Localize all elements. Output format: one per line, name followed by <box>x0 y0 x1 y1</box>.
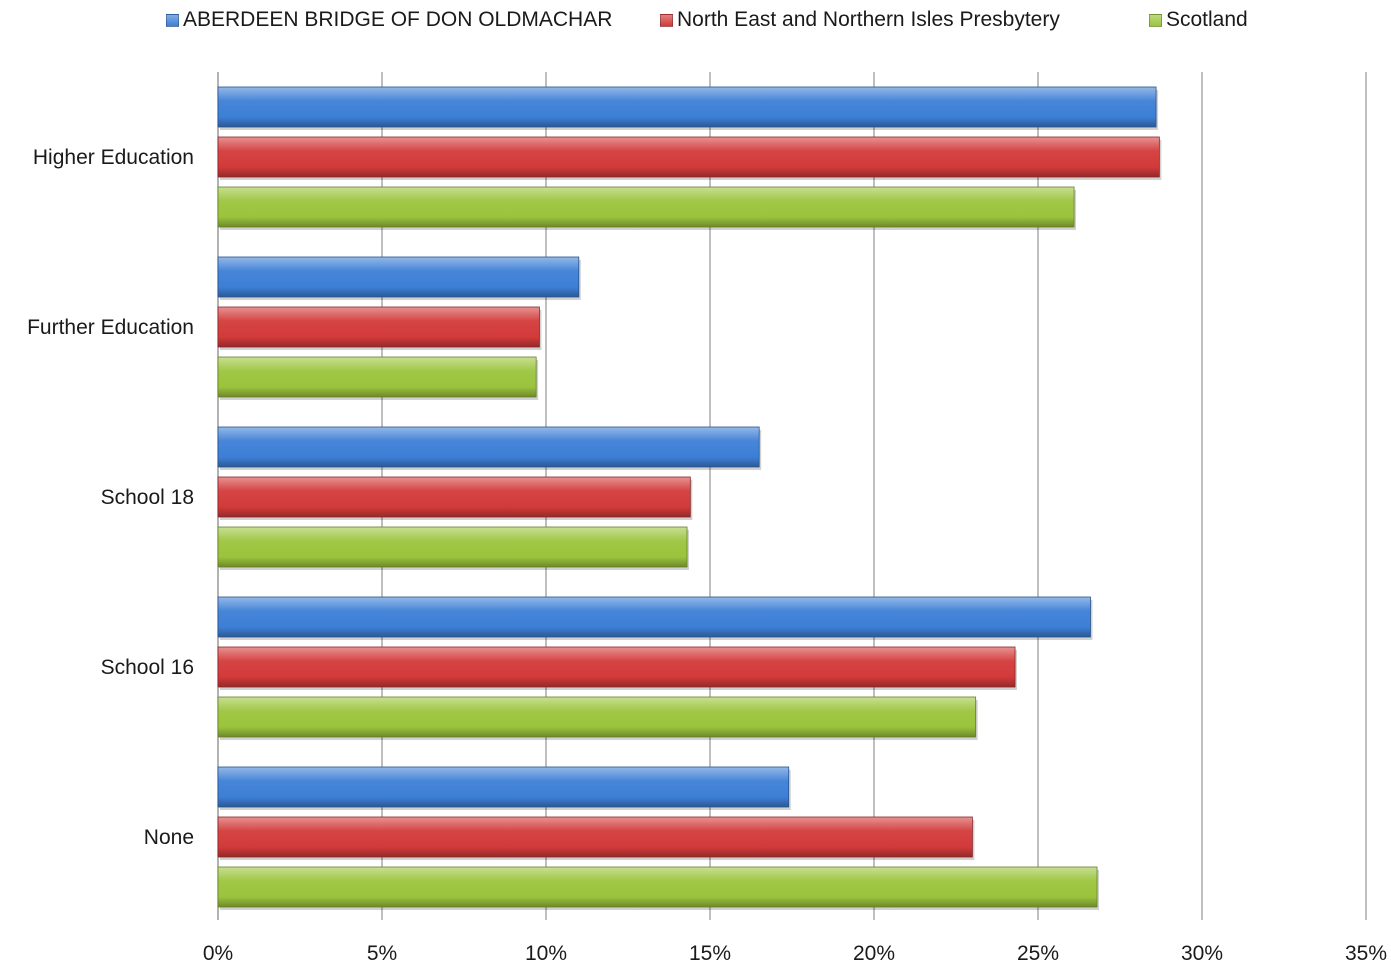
legend-item-series-3: Scotland <box>1149 8 1248 32</box>
x-tick-label: 35% <box>1345 942 1387 963</box>
chart-legend: ABERDEEN BRIDGE OF DON OLDMACHAR North E… <box>0 8 1391 36</box>
bar-2-higher-education <box>217 136 1160 178</box>
category-labels: Higher Education Further Education School … <box>27 146 194 849</box>
bar-3-school-16 <box>217 696 977 738</box>
category-label: Higher Education <box>33 146 194 169</box>
bar-3-school-18 <box>217 526 688 568</box>
category-label: School 16 <box>101 656 194 679</box>
x-tick-labels: 0% 5% 10% 15% 20% 25% 30% 35% <box>203 942 1387 963</box>
bar-1-school-16 <box>217 596 1091 638</box>
x-tick-label: 30% <box>1181 942 1223 963</box>
legend-swatch-series-1 <box>166 13 179 27</box>
legend-label-series-1: ABERDEEN BRIDGE OF DON OLDMACHAR <box>183 8 613 31</box>
x-tick-label: 0% <box>203 942 233 963</box>
legend-item-series-2: North East and Northern Isles Presbytery <box>660 8 1060 32</box>
category-label: None <box>144 826 194 849</box>
bar-2-further-education <box>217 306 540 348</box>
bar-3-further-education <box>217 356 537 398</box>
x-tick-label: 10% <box>525 942 567 963</box>
bar-1-school-18 <box>217 426 760 468</box>
bar-2-none <box>217 816 973 858</box>
legend-item-series-1: ABERDEEN BRIDGE OF DON OLDMACHAR <box>166 8 612 32</box>
legend-swatch-series-3 <box>1149 13 1162 27</box>
bar-1-higher-education <box>217 86 1157 128</box>
x-tick-label: 5% <box>367 942 397 963</box>
category-label: Further Education <box>27 316 194 339</box>
bars <box>217 86 1162 910</box>
legend-swatch-series-2 <box>660 13 673 27</box>
category-label: School 18 <box>101 486 194 509</box>
x-tick-label: 25% <box>1017 942 1059 963</box>
x-tick-label: 20% <box>853 942 895 963</box>
bar-3-none <box>217 866 1098 908</box>
bar-1-none <box>217 766 790 808</box>
bar-1-further-education <box>217 256 580 298</box>
bar-2-school-18 <box>217 476 691 518</box>
x-tick-label: 15% <box>689 942 731 963</box>
legend-label-series-3: Scotland <box>1166 8 1248 31</box>
bar-2-school-16 <box>217 646 1016 688</box>
legend-label-series-2: North East and Northern Isles Presbytery <box>677 8 1060 31</box>
bar-3-higher-education <box>217 186 1075 228</box>
